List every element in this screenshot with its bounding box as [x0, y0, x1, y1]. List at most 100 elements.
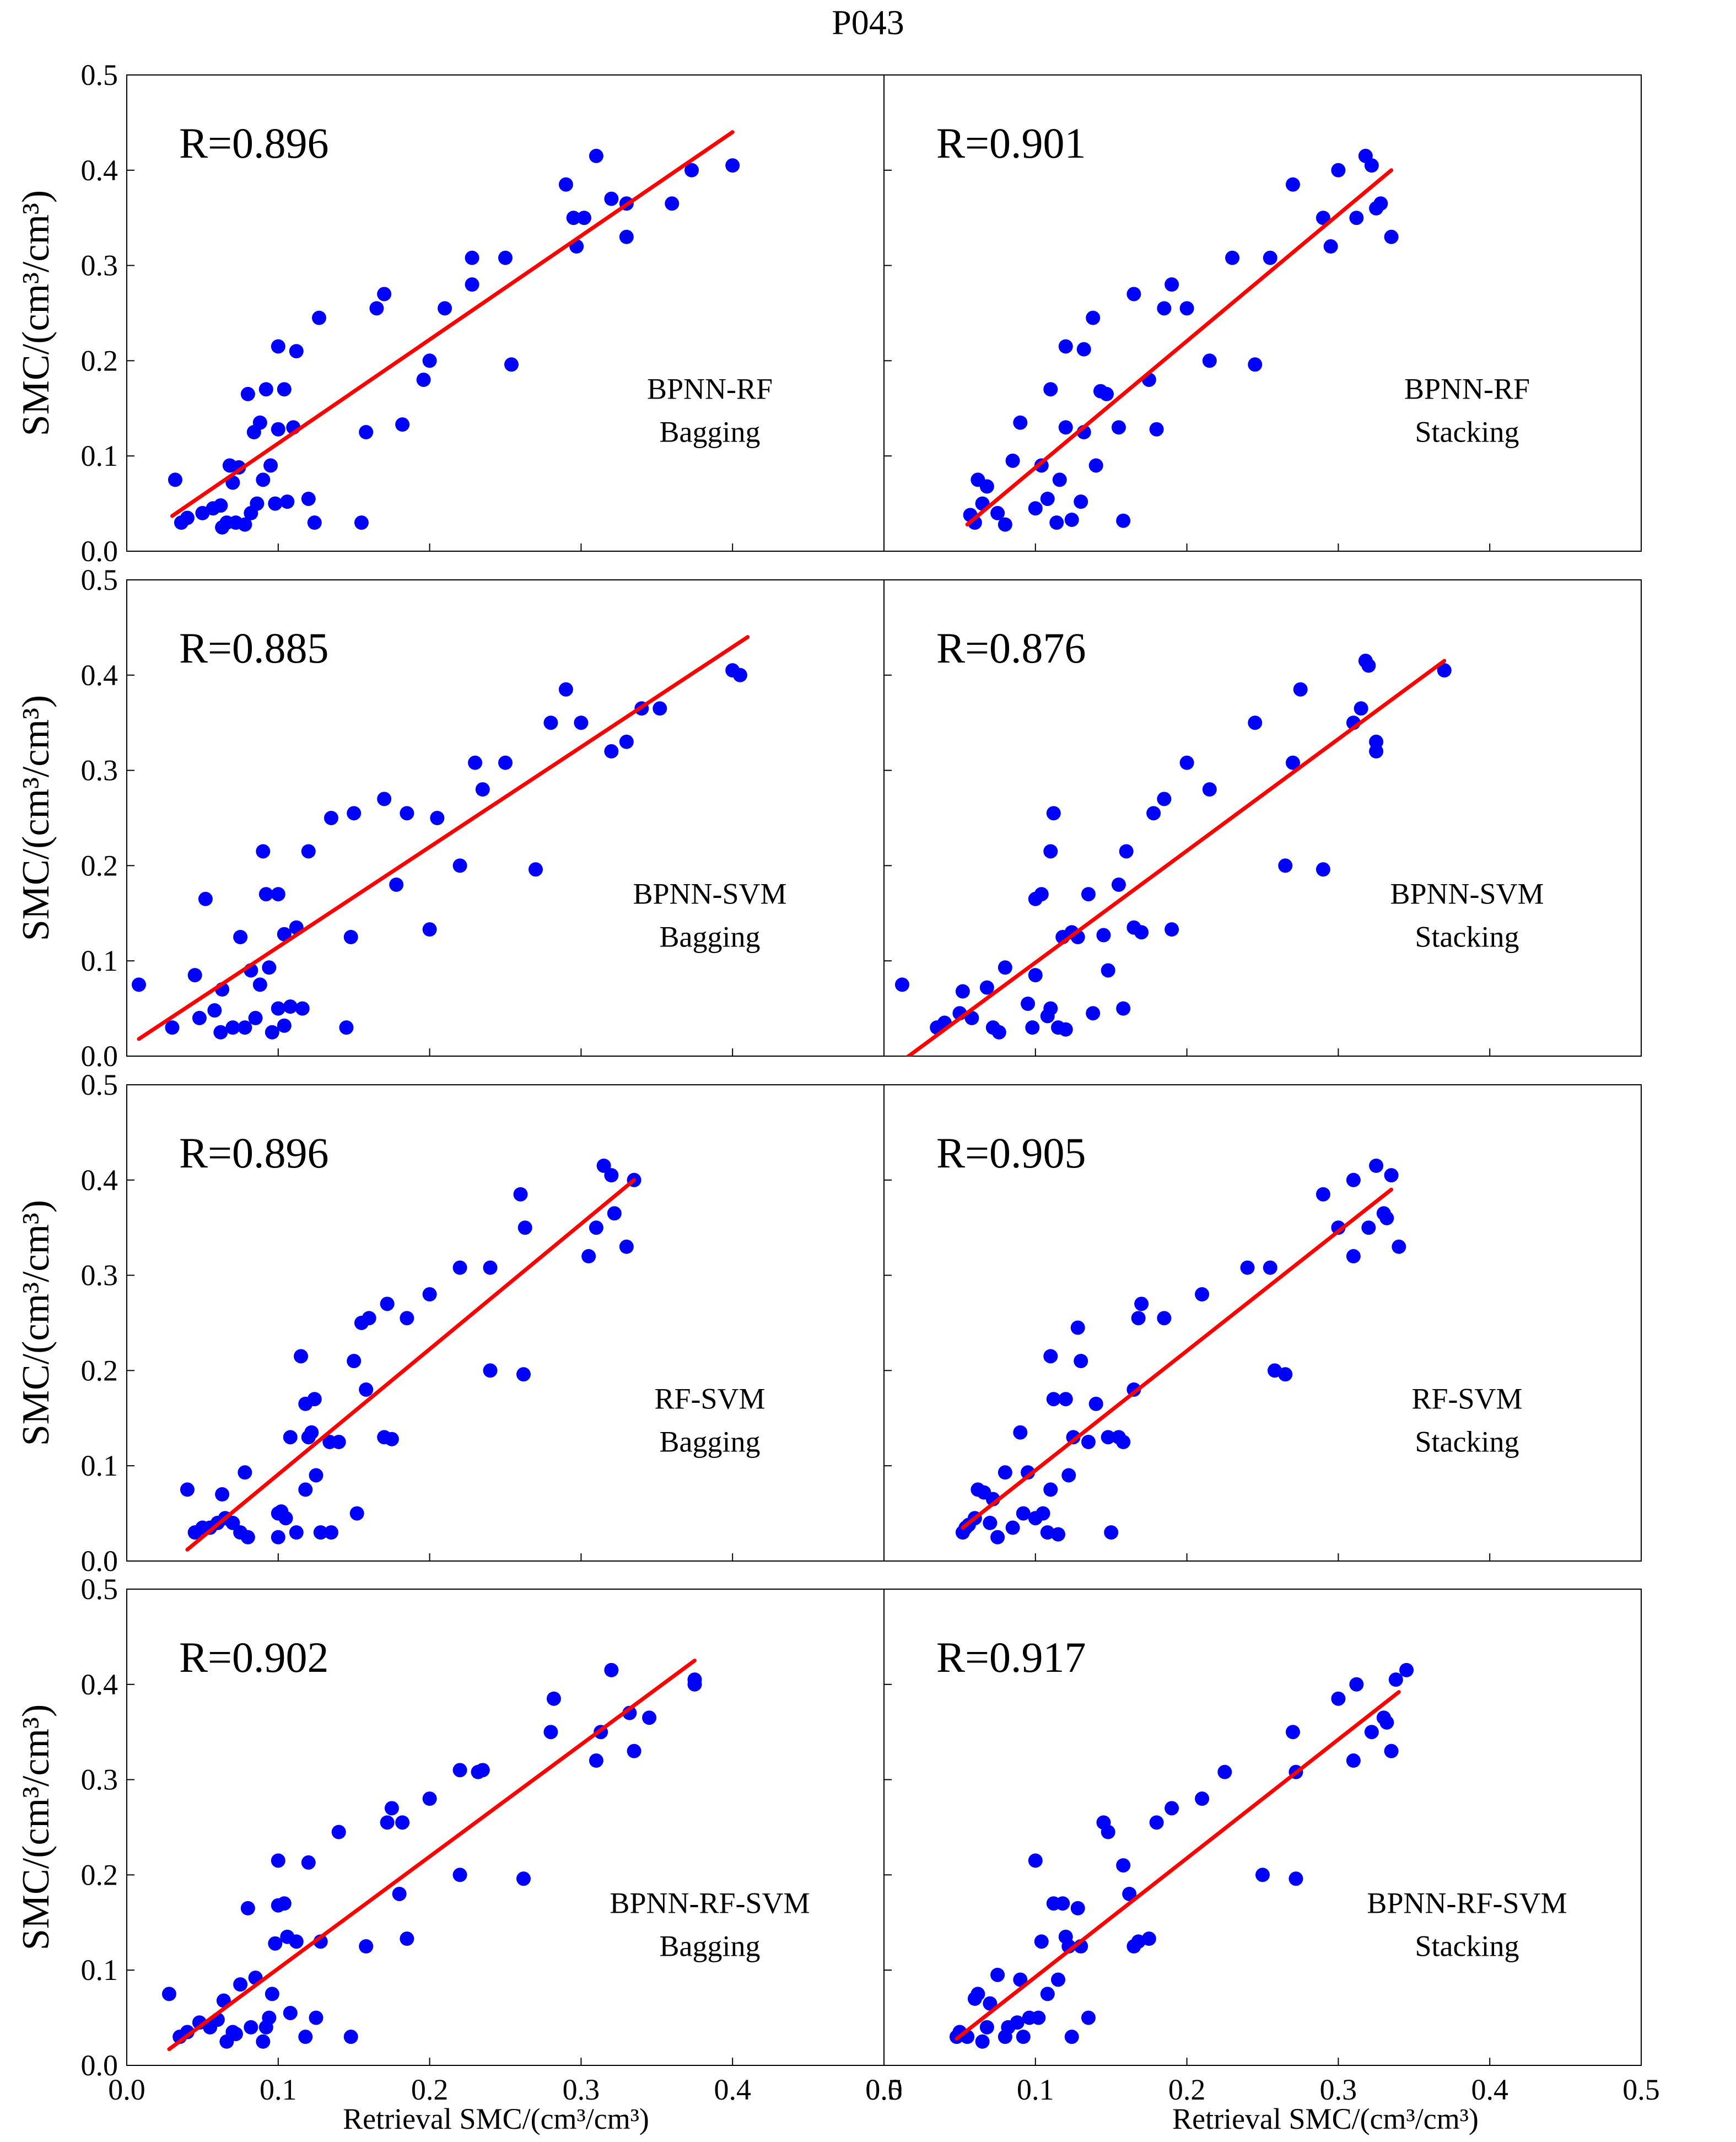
y-tick-label: 0.5 [81, 563, 118, 596]
scatter-point [1134, 1296, 1149, 1311]
scatter-point [1195, 1287, 1210, 1302]
scatter-point [1379, 1210, 1394, 1225]
scatter-point [1288, 1871, 1303, 1886]
scatter-point [1119, 844, 1134, 859]
scatter-point [1086, 1006, 1101, 1021]
x-axis-title-right: Retrieval SMC/(cm³/cm³) [1172, 2102, 1479, 2135]
y-tick-label: 0.0 [81, 2049, 118, 2082]
scatter-point [1096, 928, 1111, 943]
scatter-point [1293, 682, 1308, 697]
scatter-point [465, 277, 479, 292]
scatter-point [233, 930, 248, 944]
scatter-point [324, 1525, 338, 1540]
scatter-point [483, 1260, 498, 1275]
y-axis-title-row2: SMC/(cm³/cm³) [15, 695, 57, 941]
scatter-point [516, 1871, 531, 1886]
scatter-point [1055, 1896, 1070, 1911]
scatter-point [438, 301, 452, 316]
scatter-point [271, 339, 285, 354]
scatter-point [1255, 1867, 1270, 1882]
y-tick-label: 0.4 [81, 154, 118, 187]
ensemble-label: Stacking [1415, 416, 1519, 449]
scatter-point [1061, 1468, 1076, 1483]
scatter-point [244, 2020, 258, 2035]
scatter-point [268, 496, 283, 511]
scatter-point [278, 1511, 293, 1526]
scatter-point [1116, 513, 1131, 528]
x-tick-label: 0.5 [1622, 2073, 1660, 2106]
scatter-point [1013, 415, 1028, 430]
scatter-point [574, 715, 589, 730]
scatter-point [1028, 501, 1043, 516]
scatter-point [452, 1763, 467, 1778]
y-tick-label: 0.1 [81, 944, 118, 977]
scatter-point [262, 960, 277, 975]
scatter-point [516, 1367, 531, 1382]
scatter-point [1049, 515, 1064, 530]
scatter-point [732, 668, 747, 682]
x-tick-label: 0.0 [865, 2073, 903, 2106]
scatter-point [452, 858, 467, 873]
scatter-point [1046, 1392, 1061, 1407]
scatter-point [1379, 1715, 1394, 1730]
scatter-point [1225, 250, 1240, 265]
scatter-point [687, 1672, 702, 1687]
scatter-point [307, 1392, 322, 1407]
scatter-point [1164, 1801, 1179, 1816]
scatter-point [894, 977, 909, 992]
scatter-point [289, 344, 304, 359]
y-tick-label: 0.0 [81, 535, 118, 568]
scatter-point [971, 1987, 985, 2001]
scatter-point [400, 1311, 414, 1326]
r-value-label: R=0.896 [179, 119, 329, 167]
scatter-point [566, 211, 581, 225]
scatter-point [1157, 792, 1172, 806]
scatter-point [1285, 177, 1300, 192]
scatter-point [289, 1525, 304, 1540]
panel-row2-right: R=0.876 BPNN-SVM Stacking [883, 579, 1642, 1057]
scatter-point [1104, 1525, 1119, 1540]
scatter-point [1016, 2030, 1031, 2044]
scatter-point [1116, 1001, 1131, 1016]
scatter-point [1126, 287, 1141, 302]
scatter-point [271, 422, 285, 437]
y-tick-label: 0.1 [81, 439, 118, 472]
scatter-point [1392, 1239, 1406, 1254]
scatter-point [1346, 1753, 1361, 1768]
scatter-point [263, 458, 278, 473]
scatter-point [1346, 1249, 1361, 1264]
scatter-point [1046, 806, 1061, 821]
scatter-point [725, 158, 740, 173]
scatter-point [1285, 1725, 1300, 1740]
scatter-point [1263, 250, 1277, 265]
y-tick-label: 0.3 [81, 249, 118, 282]
scatter-point [198, 891, 213, 906]
scatter-point [1248, 715, 1263, 730]
scatter-point [1116, 1435, 1131, 1449]
scatter-point [304, 1425, 319, 1440]
scatter-point [1349, 1677, 1364, 1692]
scatter-point [1043, 1349, 1058, 1364]
scatter-point [1081, 887, 1096, 902]
scatter-point [1040, 1525, 1055, 1540]
scatter-point [1058, 420, 1073, 435]
scatter-point [543, 1725, 558, 1740]
scatter-point [1316, 862, 1330, 877]
scatter-point [991, 1025, 1006, 1040]
scatter-point [1058, 1022, 1073, 1037]
scatter-point [1364, 1725, 1379, 1740]
y-tick-label: 0.5 [81, 1068, 118, 1101]
scatter-point [998, 517, 1012, 532]
fit-line [170, 130, 735, 518]
scatter-point [528, 862, 543, 877]
scatter-point [589, 148, 603, 163]
scatter-point [1134, 925, 1149, 940]
method-label: BPNN-SVM [1390, 878, 1544, 911]
scatter-point [416, 372, 431, 387]
scatter-point [240, 1530, 255, 1544]
scatter-point [252, 977, 267, 992]
scatter-point [1248, 357, 1263, 372]
r-value-label: R=0.901 [936, 119, 1086, 167]
y-tick-label: 0.4 [81, 1668, 118, 1701]
y-tick-label: 0.3 [81, 754, 118, 787]
